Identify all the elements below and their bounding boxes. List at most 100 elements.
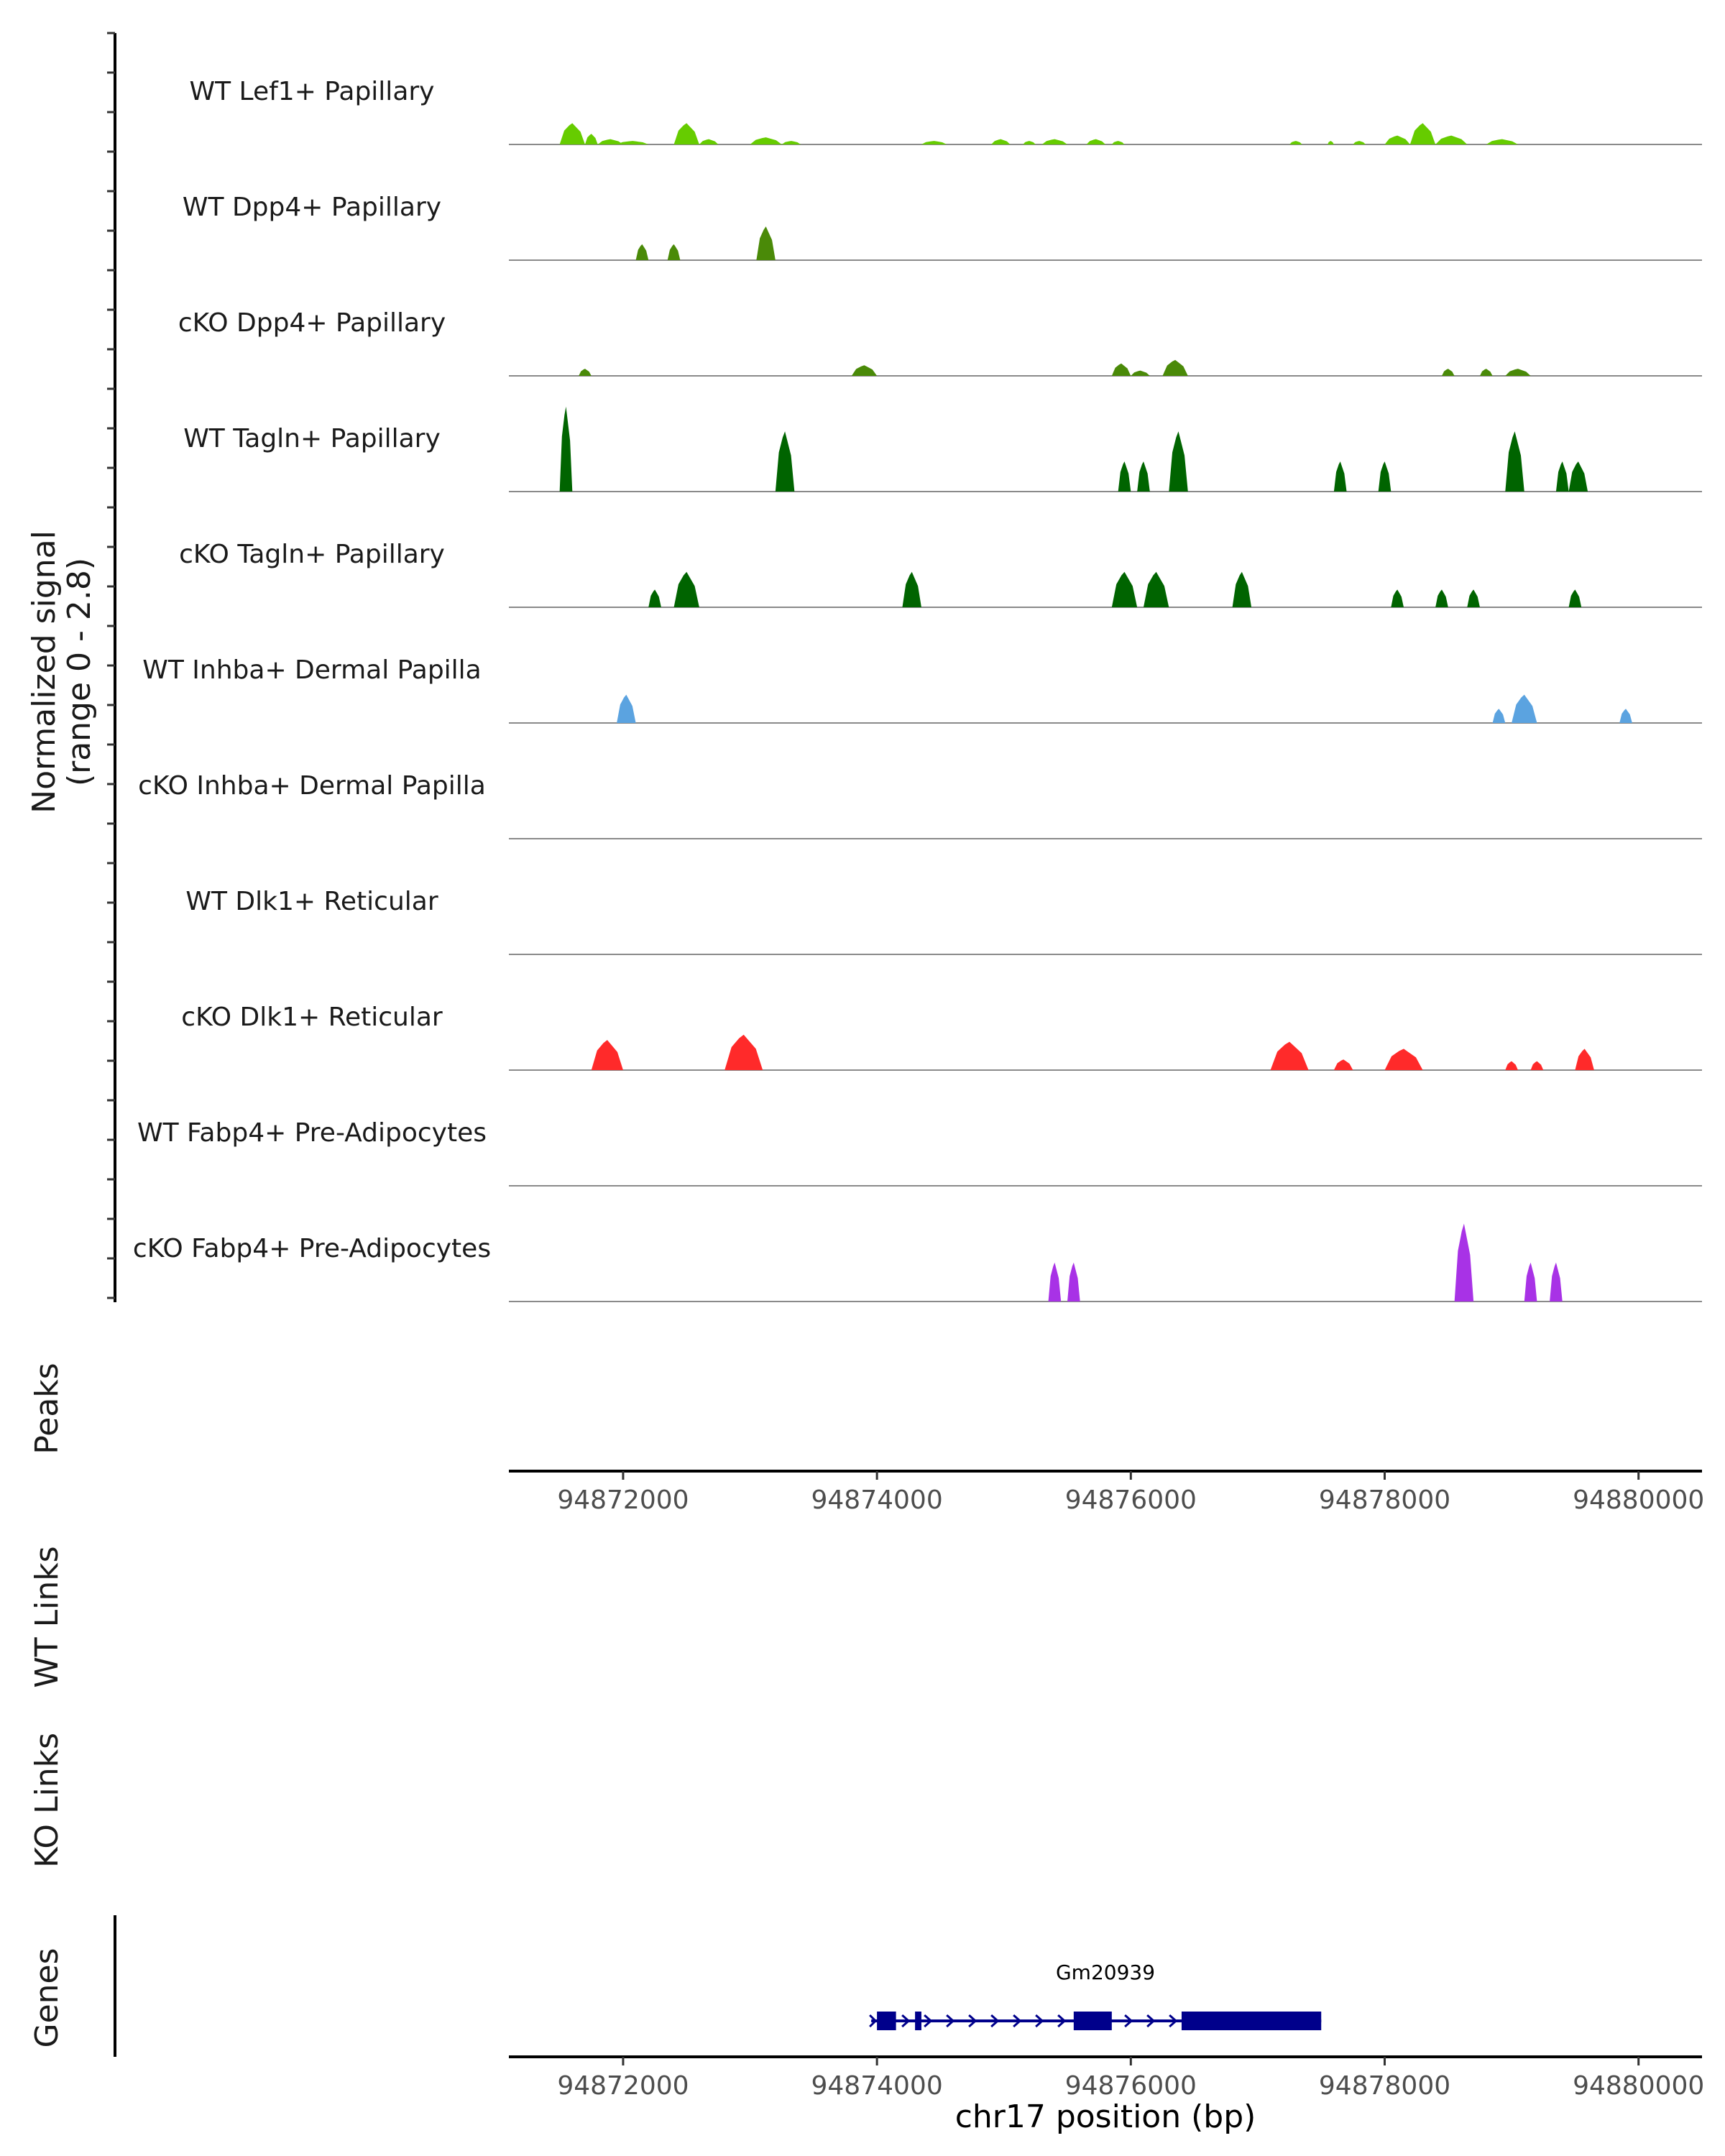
signal-peak [673, 571, 699, 607]
signal-ylabel-line2: (range 0 - 2.8) [61, 558, 98, 786]
signal-peak [1486, 139, 1518, 144]
x-tick-label: 94872000 [557, 1485, 689, 1515]
signal-tracks: WT Lef1+ Papillary WT Dpp4+ Papillary cKO … [133, 77, 1702, 1302]
gene-exon [1073, 2012, 1112, 2030]
track-label-cko-fabp4-pre-adipocytes: cKO Fabp4+ Pre-Adipocytes [133, 1234, 491, 1263]
signal-peak [1479, 369, 1493, 376]
signal-peak [1378, 461, 1392, 492]
signal-peak [1568, 461, 1588, 492]
signal-peak [591, 1040, 623, 1070]
signal-peak [559, 123, 585, 144]
signal-peak [1435, 589, 1448, 607]
track-label-wt-tagln-papillary: WT Tagln+ Papillary [183, 424, 441, 453]
x-tick-label: 94878000 [1319, 1485, 1450, 1515]
strand-arrow [1146, 2014, 1156, 2028]
signal-peak [1467, 589, 1480, 607]
track-label-wt-fabp4-pre-adipocytes: WT Fabp4+ Pre-Adipocytes [137, 1118, 487, 1148]
signal-peak [699, 139, 719, 144]
x-tick-label: 94874000 [811, 1485, 943, 1515]
signal-peak [1454, 1223, 1474, 1302]
signal-peak [1131, 370, 1150, 376]
strand-arrow [946, 2014, 955, 2028]
signal-peak [1391, 589, 1404, 607]
x-tick-label: 94878000 [1319, 2071, 1450, 2101]
strand-arrow [990, 2014, 1000, 2028]
signal-peak [1118, 461, 1131, 492]
track-label-wt-dpp4-papillary: WT Dpp4+ Papillary [183, 193, 441, 222]
strand-arrow [901, 2014, 911, 2028]
x-tick-label: 94876000 [1065, 2071, 1197, 2101]
genes-label: Genes [29, 1948, 65, 2047]
wt-links-label: WT Links [29, 1546, 65, 1687]
signal-peak [1067, 1262, 1080, 1302]
signal-peak [1111, 363, 1131, 376]
track-label-wt-dlk1-reticular: WT Dlk1+ Reticular [185, 887, 438, 916]
track-label-cko-dlk1-reticular: cKO Dlk1+ Reticular [181, 1003, 443, 1032]
signal-peak [1169, 431, 1188, 492]
signal-peak [1619, 709, 1632, 723]
strand-arrow [1124, 2014, 1133, 2028]
signal-peak [1162, 359, 1188, 376]
signal-peak [667, 244, 681, 260]
x-axis-genes: 94872000 94874000 94876000 94878000 94880000 [509, 2055, 1704, 2101]
gene-exon [915, 2012, 921, 2030]
signal-peak [1505, 1061, 1518, 1070]
signal-peak [1137, 461, 1150, 492]
signal-peak [1550, 1262, 1563, 1302]
signal-peak [1333, 1059, 1353, 1070]
signal-peak [1353, 141, 1366, 144]
gene-exon [877, 2012, 896, 2030]
gene-track [869, 2012, 1322, 2030]
signal-peak [1384, 1049, 1423, 1070]
signal-peak [1086, 139, 1105, 144]
signal-peak [1492, 709, 1506, 723]
signal-peak [1289, 141, 1302, 144]
signal-peak [1435, 135, 1468, 144]
signal-peak [1384, 135, 1410, 144]
strand-arrow [1057, 2014, 1067, 2028]
x-tick-label: 94874000 [811, 2071, 943, 2101]
track-label-wt-lef1-papillary: WT Lef1+ Papillary [190, 77, 435, 106]
signal-peak [775, 431, 795, 492]
signal-peak [1232, 571, 1252, 607]
signal-peak [1409, 123, 1436, 144]
gene-start-arrow [869, 2014, 878, 2028]
strand-arrow [1035, 2014, 1044, 2028]
track-label-cko-inhba-dermal-papilla: cKO Inhba+ Dermal Papilla [138, 771, 486, 801]
signal-peak [1530, 1061, 1544, 1070]
gene-exon [1181, 2012, 1322, 2030]
signal-peak [1441, 369, 1455, 376]
signal-peak [579, 369, 592, 376]
strand-arrow [924, 2014, 933, 2028]
signal-peak [1524, 1262, 1537, 1302]
signal-peak [1568, 589, 1582, 607]
signal-peak [597, 139, 623, 144]
signal-peak [1111, 571, 1138, 607]
signal-peak [1505, 431, 1524, 492]
signal-peak [724, 1034, 763, 1070]
gene-name-label: Gm20939 [1056, 1961, 1155, 1984]
signal-peak [1041, 139, 1068, 144]
signal-peak [673, 123, 699, 144]
signal-peak [1023, 141, 1036, 144]
signal-peak [781, 141, 801, 144]
x-tick-label: 94872000 [557, 2071, 689, 2101]
strand-arrow [1169, 2014, 1178, 2028]
signal-peak [1111, 141, 1125, 144]
signal-peak [617, 694, 636, 723]
signal-peak [1512, 694, 1537, 723]
signal-y-axis [107, 32, 116, 1302]
peaks-label: Peaks [29, 1363, 65, 1454]
signal-peak [1575, 1049, 1594, 1070]
strand-arrow [1013, 2014, 1022, 2028]
signal-peak [559, 406, 573, 492]
signal-peak [1333, 461, 1347, 492]
strand-arrow [968, 2014, 978, 2028]
signal-peak [1555, 461, 1569, 492]
signal-peak [617, 141, 649, 144]
track-label-cko-tagln-papillary: cKO Tagln+ Papillary [179, 540, 445, 569]
x-axis-peaks: 94872000 94874000 94876000 94878000 94880000 [509, 1470, 1704, 1515]
x-tick-label: 94876000 [1065, 1485, 1197, 1515]
signal-peak [584, 134, 598, 144]
